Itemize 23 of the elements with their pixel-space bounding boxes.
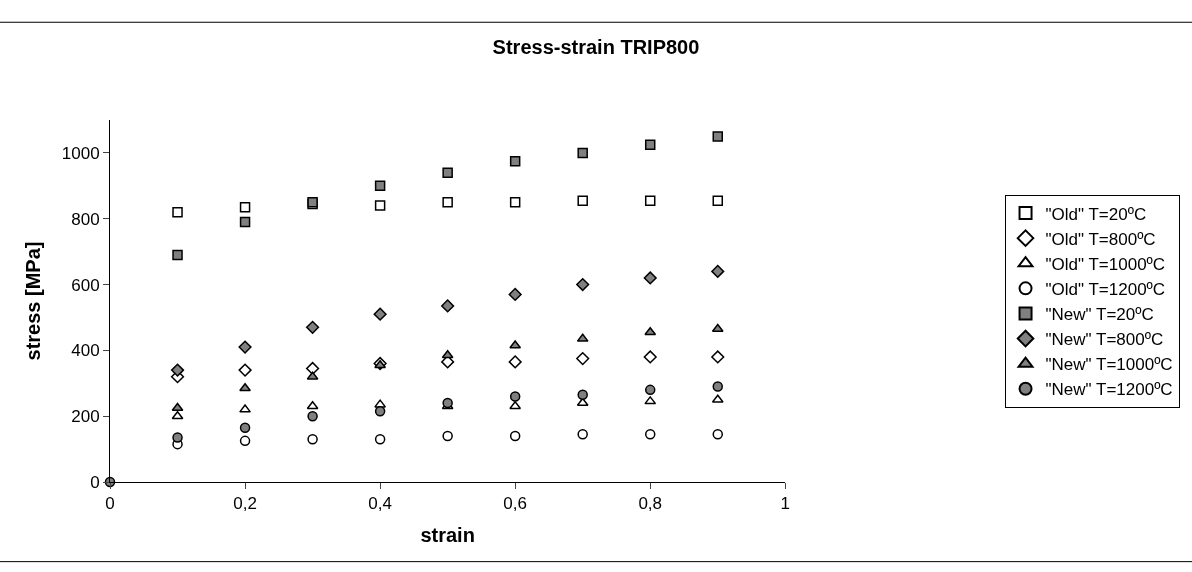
x-axis-title: strain	[420, 523, 475, 546]
y-tick-label: 0	[90, 472, 100, 492]
legend-label: "New" T=1200ºC	[1045, 380, 1173, 400]
y-tick-label: 800	[71, 209, 100, 229]
y-tick-label: 200	[71, 407, 100, 427]
legend-label: "New" T=800ºC	[1045, 330, 1164, 350]
legend-label: "Old" T=1000ºC	[1045, 254, 1166, 274]
legend-label: "Old" T=20ºC	[1045, 204, 1147, 224]
x-tick-label: 0	[105, 494, 115, 514]
legend-label: "Old" T=1200ºC	[1045, 279, 1166, 299]
y-axis-title: stress [MPa]	[22, 241, 45, 361]
x-tick-label: 0,6	[503, 494, 527, 514]
legend-label: "New" T=20ºC	[1045, 305, 1154, 325]
legend-label: "Old" T=800ºC	[1045, 229, 1156, 249]
legend-label: "New" T=1000ºC	[1045, 355, 1173, 375]
y-tick-label: 600	[71, 275, 100, 295]
x-tick-label: 1	[780, 494, 791, 514]
y-tick-label: 1000	[61, 143, 100, 163]
chart-title: Stress-strain TRIP800	[492, 36, 700, 59]
x-tick-label: 0,2	[233, 494, 257, 514]
x-tick-label: 0,4	[368, 494, 392, 514]
x-tick-label: 0,8	[638, 494, 663, 514]
y-tick-label: 400	[71, 341, 100, 361]
